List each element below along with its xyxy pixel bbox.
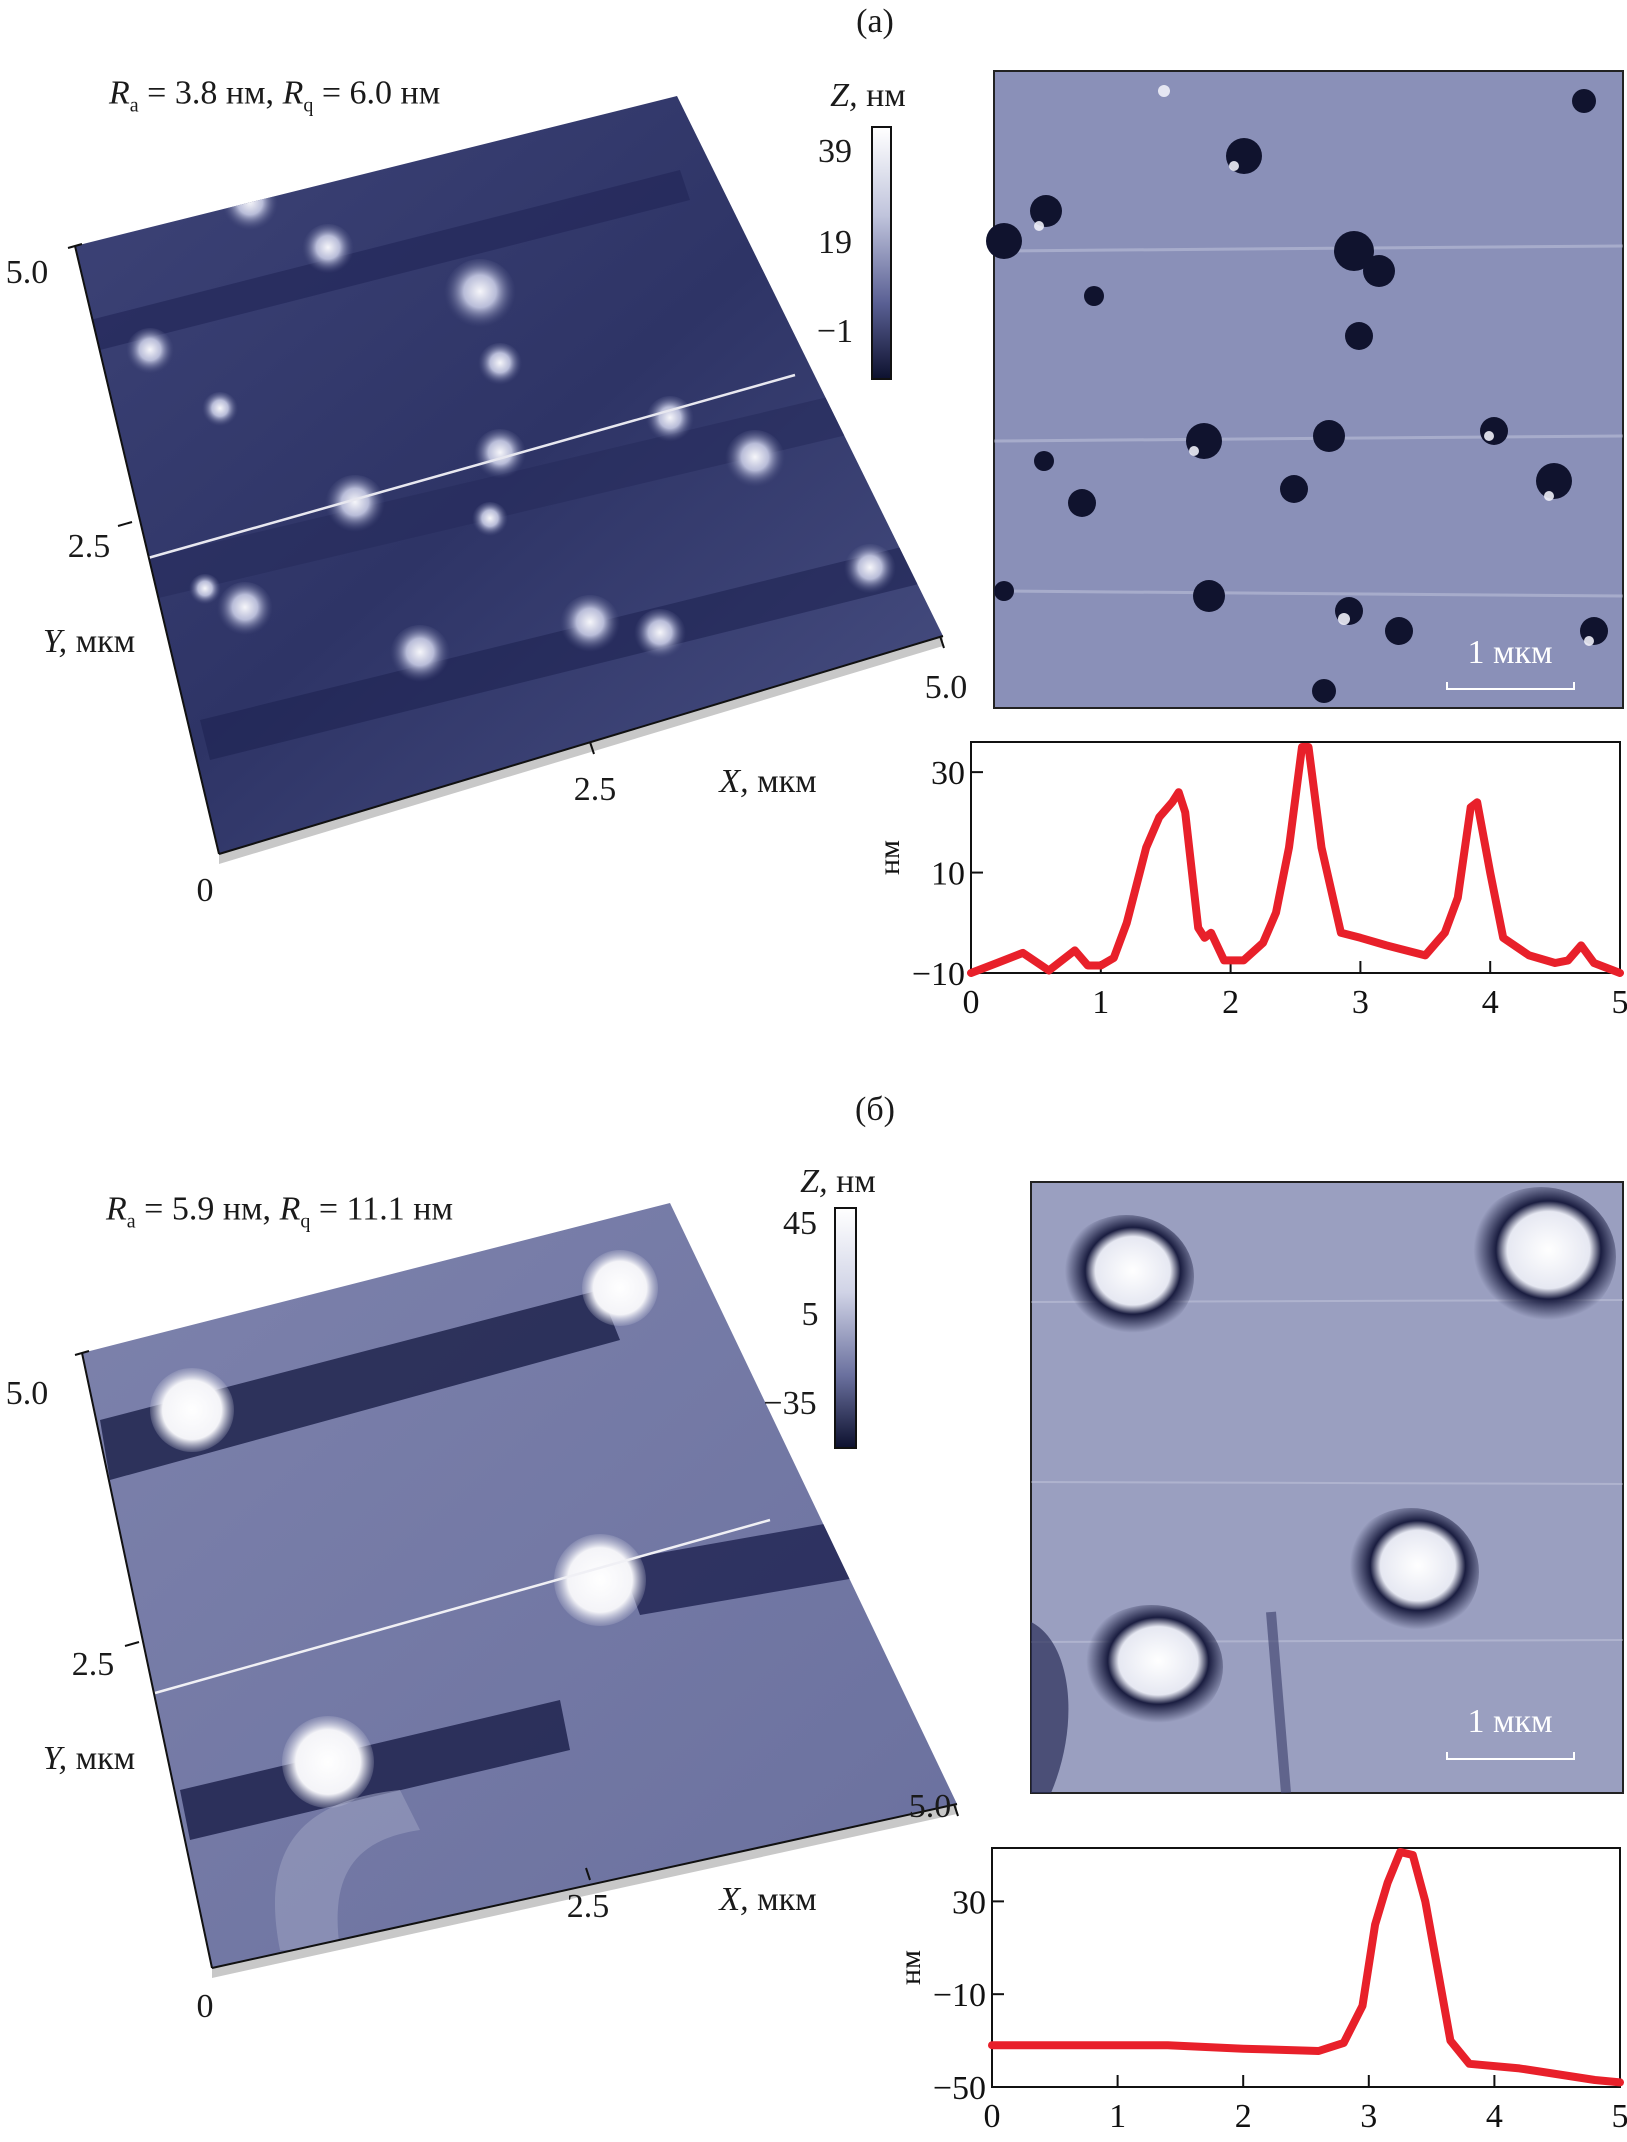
roughness-text-b: Ra = 5.9 нм, Rq = 11.1 нм [106,1191,453,1234]
height-profile-chart-a: 0 1 2 3 4 5 −10 10 30 нм [873,741,1627,1021]
y-axis-label-b: Y, мкм [43,1740,135,1778]
ra-symbol: R [109,74,130,112]
y-label-var: Y, [42,1740,68,1777]
y-tick-label: 10 [931,856,965,893]
colorbar-b [834,1207,857,1449]
x-tick-label: 1 [1092,984,1109,1021]
y-label-var: Y, [42,623,68,660]
rq-value: = 11.1 нм [318,1190,453,1228]
plot-frame [970,741,1621,974]
origin-tick-a: 0 [196,872,214,909]
x-label-unit: мкм [757,1881,817,1918]
colorbar-tick-b: 45 [783,1205,817,1242]
y-tick-label: −10 [912,956,965,993]
x-tick-label: 5 [1612,984,1627,1021]
x-tick-5-b: 5.0 [908,1788,952,1825]
y-axis-label: нм [894,1950,927,1985]
x-tick-2.5-b: 2.5 [566,1888,610,1925]
x-tick-label: 0 [963,984,980,1021]
profile-line-marker-a [147,373,796,560]
particle [150,1368,234,1452]
ra-sub: a [129,94,139,117]
colorbar-a [871,126,892,380]
y-tick-label: −10 [933,1977,986,2014]
x-tick-label: 1 [1109,2098,1126,2135]
afm-3d-surface-a [67,96,945,864]
scale-bar-label-a: 1 мкм [1467,634,1553,671]
profile-line-marker-b [154,1518,771,1695]
x-tick-label: 5 [1612,2098,1627,2135]
panel-label-b: (б) [855,1091,895,1128]
x-tick-2.5-a: 2.5 [573,771,617,808]
ra-value: = 3.8 нм, [147,74,275,112]
scale-bar-a [1446,682,1575,690]
x-tick-label: 2 [1235,2098,1252,2135]
y-label-unit: мкм [75,623,136,660]
colorbar-title-b: Z, нм [800,1163,876,1201]
colorbar-tick-a: −1 [816,313,854,350]
colorbar-tick-a: 39 [818,133,852,170]
y-tick-label: 30 [931,755,965,792]
x-axis-label-b: X, мкм [719,1881,816,1919]
particle [282,1716,374,1808]
ra-symbol: R [106,1190,127,1228]
particle [582,1250,658,1326]
colorbar-title-a: Z, нм [830,77,906,115]
y-tick-2.5-b: 2.5 [71,1646,115,1683]
colorbar-tick-b: 5 [801,1296,819,1333]
x-tick-label: 3 [1360,2098,1377,2135]
origin-tick-b: 0 [196,1988,214,2025]
afm-2d-image-b [1030,1181,1624,1794]
x-tick-label: 3 [1352,984,1369,1021]
ra-sub: a [126,1210,136,1233]
x-tick-label: 4 [1486,2098,1503,2135]
panel-label-a: (a) [856,3,894,40]
y-label-unit: мкм [75,1740,136,1777]
scale-bar-label-b: 1 мкм [1467,1703,1553,1740]
y-tick-label: 30 [952,1884,986,1921]
profile-series-line [967,743,1624,977]
rq-sub: q [300,1210,311,1233]
rq-value: = 6.0 нм [321,74,441,112]
x-label-var: X, [719,1881,749,1918]
rq-symbol: R [282,74,304,112]
x-tick-label: 0 [984,2098,1001,2135]
colorbar-var: Z, [830,77,858,114]
y-tick-5-b: 5.0 [5,1375,49,1412]
x-tick-label: 2 [1222,984,1239,1021]
scale-bar-b [1446,1752,1575,1760]
plot-frame [991,1847,1621,2088]
rq-symbol: R [279,1190,301,1228]
roughness-text-a: Ra = 3.8 нм, Rq = 6.0 нм [109,75,440,118]
y-axis-label: нм [873,840,906,875]
x-tick-label: 4 [1482,984,1499,1021]
particle [554,1534,646,1626]
y-tick-label: −50 [933,2070,986,2107]
afm-2d-image-a [986,70,1624,709]
colorbar-tick-a: 19 [818,224,852,261]
y-axis-label-a: Y, мкм [43,623,135,661]
x-label-unit: мкм [757,763,817,800]
ra-value: = 5.9 нм, [144,1190,272,1228]
x-axis-label-a: X, мкм [719,763,816,801]
rq-sub: q [303,94,314,117]
colorbar-var: Z, [800,1163,828,1200]
y-tick-2.5-a: 2.5 [67,528,111,565]
colorbar-unit: нм [836,1163,876,1200]
y-tick-5-a: 5.0 [5,254,49,291]
profile-series-line [988,1848,1624,2087]
x-label-var: X, [719,763,749,800]
x-tick-5-a: 5.0 [924,669,968,706]
colorbar-unit: нм [866,77,906,114]
colorbar-tick-b: −35 [763,1385,817,1422]
